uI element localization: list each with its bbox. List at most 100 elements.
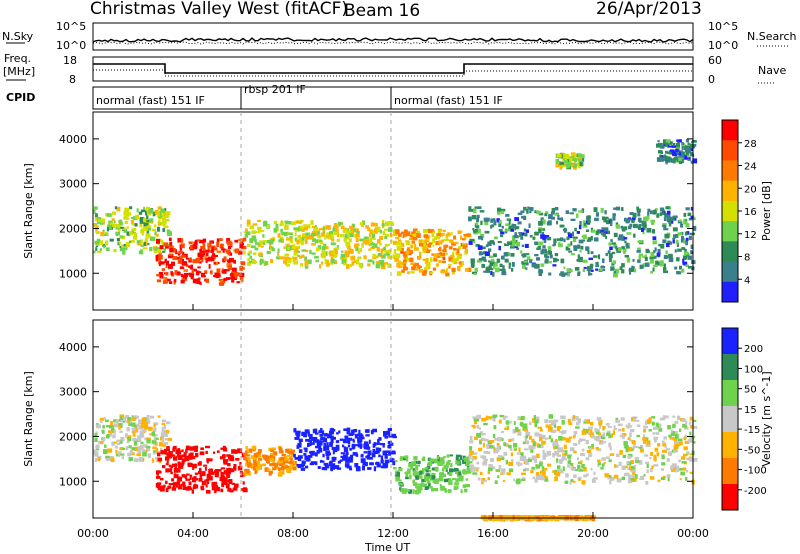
heatmap-cell bbox=[260, 245, 264, 248]
heatmap-cell bbox=[492, 433, 496, 439]
heatmap-cell bbox=[639, 477, 645, 480]
heatmap-cell bbox=[167, 437, 172, 441]
heatmap-cell bbox=[127, 437, 132, 442]
heatmap-cell bbox=[558, 243, 563, 248]
heatmap-cell bbox=[113, 423, 119, 428]
heatmap-cell bbox=[481, 417, 486, 422]
heatmap-cell bbox=[422, 479, 426, 482]
heatmap-cell bbox=[625, 218, 631, 223]
heatmap-cell bbox=[295, 220, 301, 224]
heatmap-cell bbox=[226, 475, 231, 478]
heatmap-cell bbox=[621, 435, 625, 439]
heatmap-cell bbox=[339, 234, 345, 238]
heatmap-cell bbox=[672, 227, 678, 232]
heatmap-cell bbox=[115, 419, 119, 424]
colorbar-tick-label: 28 bbox=[744, 139, 757, 150]
heatmap-cell bbox=[335, 440, 340, 444]
heatmap-cell bbox=[690, 250, 693, 255]
heatmap-cell bbox=[642, 226, 646, 231]
heatmap-cell bbox=[477, 228, 481, 234]
heatmap-cell bbox=[522, 426, 528, 431]
heatmap-cell bbox=[206, 481, 210, 485]
heatmap-cell bbox=[348, 249, 354, 254]
heatmap-cell bbox=[554, 419, 559, 423]
heatmap-cell bbox=[508, 468, 514, 473]
heatmap-cell bbox=[525, 267, 528, 270]
heatmap-cell bbox=[370, 241, 374, 245]
heatmap-cell bbox=[211, 482, 215, 485]
heatmap-cell bbox=[393, 249, 397, 254]
heatmap-cell bbox=[214, 489, 217, 494]
heatmap-cell bbox=[340, 452, 346, 455]
heatmap-cell bbox=[352, 438, 355, 442]
heatmap-cell bbox=[219, 238, 223, 241]
heatmap-cell bbox=[632, 212, 637, 218]
heatmap-cell bbox=[343, 447, 349, 453]
heatmap-cell bbox=[598, 432, 602, 438]
heatmap-cell bbox=[581, 480, 586, 485]
heatmap-cell bbox=[220, 474, 224, 477]
heatmap-cell bbox=[669, 437, 675, 440]
heatmap-cell bbox=[157, 457, 162, 462]
heatmap-cell bbox=[447, 460, 451, 463]
heatmap-cell bbox=[662, 415, 666, 421]
heatmap-cell bbox=[116, 439, 121, 443]
heatmap-cell bbox=[165, 463, 169, 466]
heatmap-cell bbox=[585, 229, 590, 232]
heatmap-cell bbox=[171, 478, 175, 482]
heatmap-cell bbox=[448, 480, 453, 485]
heatmap-cell bbox=[436, 455, 439, 460]
heatmap-cell bbox=[115, 453, 120, 457]
heatmap-cell bbox=[621, 263, 625, 268]
heatmap-cell bbox=[198, 271, 202, 274]
heatmap-cell bbox=[544, 258, 548, 262]
heatmap-cell bbox=[315, 461, 318, 466]
heatmap-cell bbox=[567, 243, 571, 247]
heatmap-cell bbox=[372, 260, 375, 265]
heatmap-cell bbox=[199, 239, 205, 243]
heatmap-cell bbox=[165, 448, 170, 452]
heatmap-cell bbox=[676, 271, 682, 275]
heatmap-cell bbox=[132, 438, 137, 441]
heatmap-cell bbox=[652, 209, 656, 215]
heatmap-cell bbox=[93, 449, 96, 454]
heatmap-cell bbox=[219, 456, 224, 460]
heatmap-cell bbox=[468, 216, 472, 222]
heatmap-cell bbox=[226, 259, 231, 263]
heatmap-cell bbox=[677, 232, 683, 236]
nave-tick-top: 60 bbox=[708, 54, 722, 67]
heatmap-cell bbox=[294, 232, 297, 237]
heatmap-cell bbox=[324, 467, 328, 471]
heatmap-cell bbox=[646, 469, 649, 474]
heatmap-cell bbox=[433, 487, 438, 491]
heatmap-cell bbox=[585, 247, 589, 251]
heatmap-cell bbox=[595, 212, 599, 217]
heatmap-cell bbox=[471, 214, 477, 220]
heatmap-cell bbox=[542, 219, 546, 225]
heatmap-cell bbox=[662, 139, 668, 144]
heatmap-cell bbox=[538, 212, 544, 216]
heatmap-cell bbox=[307, 431, 310, 437]
heatmap-cell bbox=[588, 431, 591, 435]
heatmap-cell bbox=[468, 209, 474, 212]
heatmap-cell bbox=[653, 426, 658, 430]
heatmap-cell bbox=[144, 238, 148, 243]
heatmap-cell bbox=[598, 448, 602, 452]
heatmap-cell bbox=[112, 211, 116, 215]
heatmap-cell bbox=[534, 254, 539, 257]
heatmap-cell bbox=[567, 454, 572, 459]
heatmap-cell bbox=[421, 240, 425, 246]
heatmap-cell bbox=[642, 263, 645, 268]
heatmap-cell bbox=[480, 437, 486, 442]
heatmap-cell bbox=[398, 467, 403, 472]
heatmap-cell bbox=[562, 455, 566, 459]
heatmap-cell bbox=[500, 210, 505, 215]
heatmap-cell bbox=[558, 459, 563, 464]
heatmap-cell bbox=[104, 444, 107, 449]
heatmap-cell bbox=[273, 227, 278, 233]
heatmap-cell bbox=[103, 245, 106, 249]
heatmap-cell bbox=[569, 158, 573, 163]
heatmap-cell bbox=[687, 439, 693, 443]
heatmap-cell bbox=[449, 454, 454, 457]
heatmap-cell bbox=[517, 212, 523, 215]
